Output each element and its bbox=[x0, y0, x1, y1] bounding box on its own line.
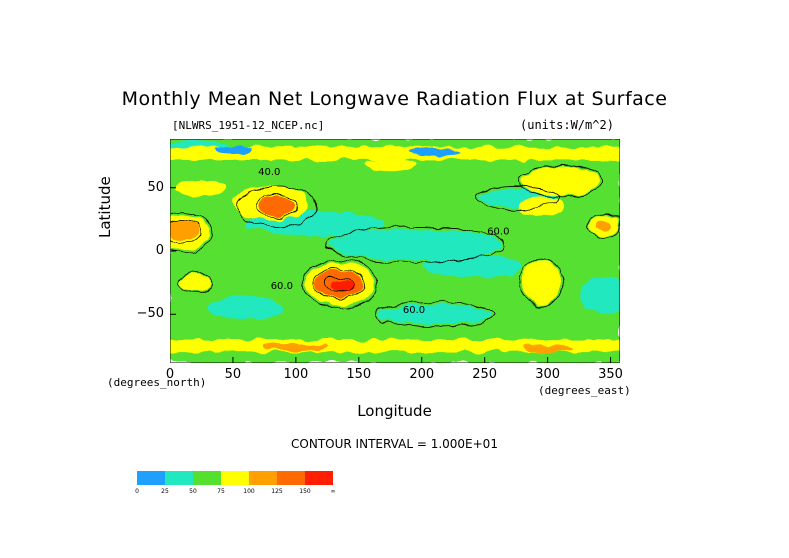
chart-units: (units:W/m^2) bbox=[520, 118, 614, 132]
colorbar-label: 50 bbox=[189, 488, 197, 495]
x-tick-label: 200 bbox=[409, 367, 435, 382]
field-region-21 bbox=[176, 178, 227, 197]
colorbar-label: 125 bbox=[271, 488, 283, 495]
x-tick-label: 250 bbox=[472, 367, 498, 382]
y-tick-label: −50 bbox=[136, 306, 164, 322]
contour-label-0: 40.0 bbox=[258, 167, 280, 178]
contour-line-7 bbox=[324, 226, 507, 263]
contour-line-13 bbox=[475, 186, 557, 210]
colorbar-swatch-1 bbox=[165, 471, 193, 485]
contour-interval-note: CONTOUR INTERVAL = 1.000E+01 bbox=[291, 437, 498, 451]
colorbar-label: 25 bbox=[161, 488, 169, 495]
contour-line-3 bbox=[236, 186, 318, 228]
colorbar-label: 0 bbox=[135, 488, 139, 495]
contour-label-1: 60.0 bbox=[487, 227, 509, 238]
colorbar bbox=[137, 471, 333, 485]
colorbar-label: 100 bbox=[243, 488, 255, 495]
chart-source-file: [NLWRS_1951-12_NCEP.nc] bbox=[172, 119, 325, 132]
contour-line-8 bbox=[374, 301, 494, 328]
x-axis-unit: (degrees_east) bbox=[538, 384, 631, 397]
contour-line-10 bbox=[519, 258, 564, 308]
y-tick-label: 50 bbox=[147, 179, 164, 195]
colorbar-swatch-3 bbox=[221, 471, 249, 485]
x-axis-label: Longitude bbox=[357, 402, 432, 420]
y-tick-label: 0 bbox=[155, 243, 164, 258]
field-region-4 bbox=[579, 277, 620, 314]
field-band-24 bbox=[170, 352, 620, 363]
contour-line-0 bbox=[301, 259, 379, 309]
field-region-0 bbox=[327, 229, 504, 260]
heatmap-plot: 40.0 60.0 60.0 60.0 bbox=[170, 139, 620, 363]
contour-line-6 bbox=[170, 218, 202, 243]
field-region-17 bbox=[596, 220, 612, 231]
contour-label-3: 60.0 bbox=[403, 305, 425, 316]
x-tick-label: 300 bbox=[535, 367, 561, 382]
colorbar-swatch-0 bbox=[137, 471, 165, 485]
x-tick-label: 350 bbox=[598, 367, 623, 382]
contour-line-12 bbox=[178, 272, 212, 294]
field-region-22 bbox=[365, 158, 416, 172]
field-region-9 bbox=[170, 219, 201, 240]
chart-title: Monthly Mean Net Longwave Radiation Flux… bbox=[121, 88, 668, 110]
colorbar-label: ∞ bbox=[330, 488, 336, 495]
x-tick-label: 100 bbox=[283, 367, 309, 382]
field-region-20 bbox=[180, 273, 211, 292]
field-region-14 bbox=[331, 278, 357, 292]
x-tick-label: 150 bbox=[346, 367, 372, 382]
colorbar-swatch-4 bbox=[249, 471, 277, 485]
contour-line-4 bbox=[256, 194, 298, 219]
field-region-29 bbox=[522, 344, 573, 353]
y-axis-unit: (degrees_north) bbox=[107, 376, 207, 389]
field-region-18 bbox=[522, 166, 598, 197]
colorbar-label: 75 bbox=[217, 488, 225, 495]
contour-line-9 bbox=[519, 164, 601, 199]
colorbar-swatch-2 bbox=[193, 471, 221, 485]
x-tick-label: 50 bbox=[224, 367, 242, 382]
contour-line-5 bbox=[170, 211, 214, 253]
field-region-3 bbox=[377, 304, 491, 325]
contour-line-1 bbox=[313, 268, 367, 300]
field-region-11 bbox=[259, 196, 295, 217]
field-region-5 bbox=[207, 296, 284, 320]
x-tick-label: 0 bbox=[165, 367, 175, 382]
y-axis-label: Latitude bbox=[96, 176, 114, 238]
colorbar-swatch-6 bbox=[305, 471, 333, 485]
field-region-2 bbox=[421, 254, 523, 278]
colorbar-swatch-5 bbox=[277, 471, 305, 485]
contour-label-2: 60.0 bbox=[271, 281, 293, 292]
contour-line-2 bbox=[324, 275, 356, 292]
contour-line-11 bbox=[587, 212, 620, 239]
colorbar-label: 150 bbox=[299, 488, 311, 495]
field-region-15 bbox=[522, 259, 561, 306]
